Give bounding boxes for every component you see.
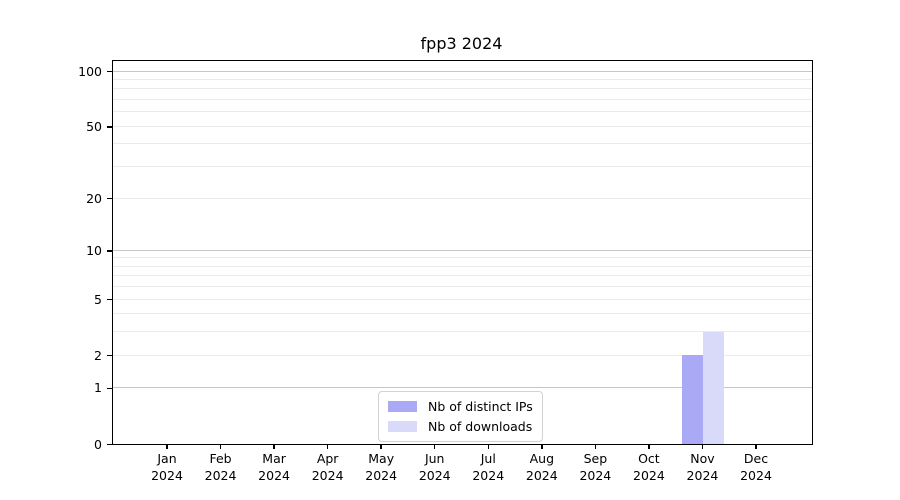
- gridline-minor-4: [113, 313, 812, 315]
- x-tick-sep-2024: [594, 444, 597, 449]
- x-label-month: Sep: [583, 451, 608, 466]
- x-tick-jan-2024: [166, 444, 168, 449]
- gridline-minor-90: [113, 79, 812, 81]
- gridline-minor-2: [113, 354, 812, 356]
- chart-title: fpp3 2024: [420, 34, 503, 53]
- y-tick-label-0: 0: [94, 436, 102, 452]
- x-tick-label-oct-2024: Oct 2024: [617, 451, 681, 484]
- y-tick-50: [107, 126, 112, 128]
- legend-item-nb-of-distinct-ips: Nb of distinct IPs: [388, 399, 533, 414]
- gridline-minor-60: [113, 111, 812, 113]
- bar-nb-of-downloads-nov-2024: [703, 331, 725, 444]
- legend: Nb of distinct IPs Nb of downloads: [378, 391, 543, 442]
- x-label-year: 2024: [525, 467, 558, 483]
- legend-item-nb-of-downloads: Nb of downloads: [388, 419, 533, 434]
- y-tick-0: [107, 443, 112, 446]
- gridline-minor-70: [113, 99, 812, 101]
- y-tick-label-20: 20: [86, 190, 102, 206]
- gridline-minor-7: [113, 275, 812, 277]
- x-label-month: Jun: [424, 451, 445, 466]
- y-tick-label-5: 5: [94, 291, 102, 307]
- gridline-minor-5: [113, 298, 812, 300]
- x-label-year: 2024: [365, 467, 398, 483]
- x-label-month: Dec: [743, 451, 769, 466]
- x-label-month: Oct: [638, 451, 660, 466]
- x-label-year: 2024: [633, 467, 665, 483]
- x-label-year: 2024: [418, 467, 451, 483]
- y-tick-label-10: 10: [86, 242, 102, 258]
- gridline-major-1: [113, 387, 812, 389]
- x-label-month: Jul: [480, 451, 496, 466]
- x-tick-may-2024: [380, 444, 382, 449]
- x-label-year: 2024: [686, 467, 719, 483]
- x-label-month: Nov: [690, 451, 715, 466]
- x-tick-label-feb-2024: Feb 2024: [189, 451, 253, 484]
- x-tick-label-jun-2024: Jun 2024: [403, 451, 467, 484]
- x-tick-oct-2024: [648, 444, 650, 449]
- gridline-minor-20: [113, 197, 812, 199]
- x-tick-aug-2024: [541, 444, 543, 449]
- gridline-major-100: [113, 70, 812, 72]
- x-label-month: Apr: [316, 451, 339, 466]
- x-tick-nov-2024: [701, 444, 704, 449]
- gridline-minor-50: [113, 125, 812, 127]
- x-tick-label-dec-2024: Dec 2024: [724, 451, 788, 484]
- x-tick-dec-2024: [755, 444, 757, 449]
- plot-area: Nb of distinct IPs Nb of downloads: [112, 60, 813, 445]
- x-label-month: Jan: [157, 451, 177, 466]
- y-tick-label-50: 50: [86, 118, 102, 134]
- x-label-month: May: [368, 451, 395, 466]
- bar-nb-of-distinct-ips-nov-2024: [682, 355, 704, 444]
- gridline-minor-30: [113, 166, 812, 168]
- x-tick-label-apr-2024: Apr 2024: [296, 451, 360, 484]
- y-tick-label-100: 100: [78, 63, 102, 79]
- x-tick-label-sep-2024: Sep 2024: [563, 451, 627, 484]
- x-label-year: 2024: [258, 467, 290, 483]
- legend-label-nb-of-distinct-ips: Nb of distinct IPs: [428, 399, 533, 414]
- x-tick-jul-2024: [487, 444, 490, 449]
- x-label-year: 2024: [311, 467, 344, 483]
- gridline-minor-3: [113, 331, 812, 333]
- y-tick-label-1: 1: [94, 380, 102, 396]
- y-tick-label-2: 2: [94, 347, 102, 363]
- x-label-year: 2024: [151, 467, 183, 483]
- x-tick-label-mar-2024: Mar 2024: [242, 451, 306, 484]
- y-tick-20: [107, 197, 112, 200]
- x-tick-label-may-2024: May 2024: [349, 451, 413, 484]
- x-label-year: 2024: [579, 467, 612, 483]
- y-tick-100: [107, 70, 112, 73]
- x-tick-mar-2024: [273, 444, 275, 449]
- x-label-year: 2024: [204, 467, 237, 483]
- y-axis: 0 1 2 5 10 20 50 100: [0, 60, 112, 452]
- x-axis: Jan 2024 Feb 2024 Mar 2024 Apr 2024 May 2024 Jun 20…: [112, 444, 814, 500]
- gridline-major-10: [113, 249, 812, 251]
- legend-swatch-nb-of-distinct-ips: [388, 401, 417, 412]
- y-tick-2: [107, 354, 112, 357]
- legend-label-nb-of-downloads: Nb of downloads: [428, 419, 533, 434]
- x-tick-label-jul-2024: Jul 2024: [456, 451, 520, 484]
- x-label-month: Mar: [262, 451, 286, 466]
- gridline-minor-80: [113, 88, 812, 90]
- gridline-minor-8: [113, 265, 812, 267]
- x-tick-label-nov-2024: Nov 2024: [670, 451, 734, 484]
- x-tick-label-aug-2024: Aug 2024: [510, 451, 574, 484]
- x-label-year: 2024: [740, 467, 772, 483]
- legend-swatch-nb-of-downloads: [388, 421, 417, 432]
- x-tick-jun-2024: [433, 444, 436, 449]
- gridline-minor-40: [113, 143, 812, 145]
- x-tick-label-jan-2024: Jan 2024: [135, 451, 199, 484]
- x-label-month: Aug: [529, 451, 555, 466]
- gridline-minor-9: [113, 257, 812, 259]
- gridline-minor-6: [113, 286, 812, 288]
- y-tick-5: [107, 298, 112, 301]
- x-tick-feb-2024: [219, 444, 222, 449]
- x-label-month: Feb: [209, 451, 232, 466]
- y-tick-1: [107, 387, 112, 390]
- x-tick-apr-2024: [326, 444, 329, 449]
- y-tick-10: [107, 250, 112, 252]
- x-label-year: 2024: [472, 467, 505, 483]
